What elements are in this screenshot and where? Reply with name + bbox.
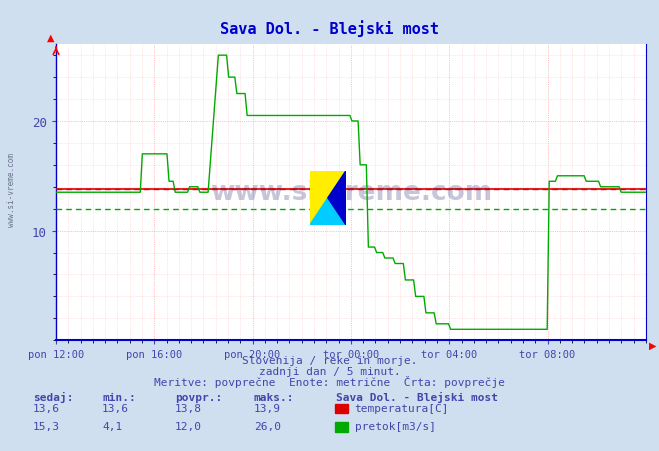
Text: temperatura[C]: temperatura[C] — [355, 403, 449, 413]
Text: ▶: ▶ — [649, 340, 656, 350]
Text: 15,3: 15,3 — [33, 421, 60, 431]
Text: 4,1: 4,1 — [102, 421, 123, 431]
Text: www.si-vreme.com: www.si-vreme.com — [7, 152, 16, 226]
Text: Slovenija / reke in morje.: Slovenija / reke in morje. — [242, 355, 417, 365]
Polygon shape — [310, 171, 346, 226]
Text: min.:: min.: — [102, 392, 136, 402]
Text: 13,8: 13,8 — [175, 403, 202, 413]
Text: povpr.:: povpr.: — [175, 392, 222, 402]
Text: www.si-vreme.com: www.si-vreme.com — [210, 180, 492, 206]
Text: ▲: ▲ — [47, 33, 55, 43]
Text: Sava Dol. - Blejski most: Sava Dol. - Blejski most — [336, 391, 498, 402]
Text: 12,0: 12,0 — [175, 421, 202, 431]
Text: sedaj:: sedaj: — [33, 391, 73, 402]
Polygon shape — [328, 171, 346, 226]
Text: 13,6: 13,6 — [33, 403, 60, 413]
Text: zadnji dan / 5 minut.: zadnji dan / 5 minut. — [258, 366, 401, 376]
Text: 13,9: 13,9 — [254, 403, 281, 413]
Text: Sava Dol. - Blejski most: Sava Dol. - Blejski most — [220, 20, 439, 37]
Text: maks.:: maks.: — [254, 392, 294, 402]
Text: 13,6: 13,6 — [102, 403, 129, 413]
Polygon shape — [310, 171, 346, 226]
Text: Meritve: povprečne  Enote: metrične  Črta: povprečje: Meritve: povprečne Enote: metrične Črta:… — [154, 376, 505, 387]
Text: 26,0: 26,0 — [254, 421, 281, 431]
Text: pretok[m3/s]: pretok[m3/s] — [355, 421, 436, 431]
